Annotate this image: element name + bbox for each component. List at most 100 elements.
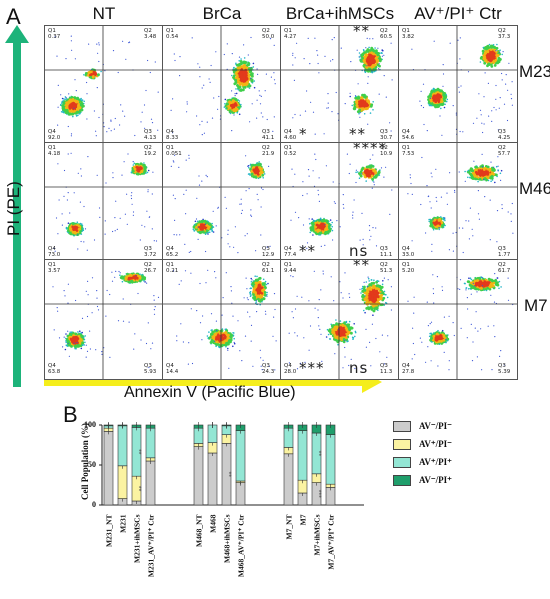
facs-event xyxy=(117,71,119,74)
facs-event xyxy=(210,64,212,67)
facs-event xyxy=(482,131,484,134)
facs-event xyxy=(435,168,437,170)
facs-event xyxy=(139,162,143,166)
facs-event xyxy=(495,98,497,100)
facs-event xyxy=(499,172,502,175)
facs-event xyxy=(365,66,369,69)
facs-event xyxy=(73,104,77,108)
column-title-nt: NT xyxy=(92,4,116,23)
facs-event xyxy=(441,224,444,227)
facs-event xyxy=(382,49,384,52)
facs-event xyxy=(502,51,504,53)
facs-event xyxy=(201,230,205,233)
facs-event xyxy=(104,220,106,222)
facs-event xyxy=(368,55,372,59)
facs-event xyxy=(483,123,485,125)
facs-event xyxy=(430,223,434,227)
facs-event xyxy=(242,60,246,64)
facs-event xyxy=(477,180,479,183)
facs-event xyxy=(188,157,190,159)
quadrant-label-q1: Q1 0.051 xyxy=(166,145,182,157)
facs-event xyxy=(317,189,319,191)
facs-event xyxy=(138,167,142,171)
quadrant-label-q4: Q4 77.4 xyxy=(284,246,297,258)
facs-event xyxy=(354,95,357,97)
facs-event xyxy=(333,201,335,203)
facs-event xyxy=(299,114,301,116)
facs-event xyxy=(197,238,199,240)
facs-event xyxy=(346,153,348,155)
facs-event xyxy=(95,130,97,132)
facs-event xyxy=(69,102,73,106)
facs-event xyxy=(429,97,431,99)
facs-event xyxy=(435,221,439,225)
facs-event xyxy=(495,173,498,177)
facs-event xyxy=(119,217,121,219)
facs-event xyxy=(69,227,72,230)
facs-event xyxy=(104,233,106,235)
facs-event xyxy=(437,219,441,222)
facs-event xyxy=(135,172,139,176)
facs-event xyxy=(449,172,451,174)
facs-event xyxy=(446,192,448,194)
facs-event xyxy=(483,61,487,65)
facs-event xyxy=(460,85,462,87)
quadrant-label-q3: Q3 41.1 xyxy=(262,129,275,141)
facs-event xyxy=(250,78,254,82)
facs-event xyxy=(383,75,385,77)
facs-event xyxy=(436,87,440,91)
facs-event xyxy=(328,229,332,233)
facs-event xyxy=(266,246,268,248)
facs-event xyxy=(76,221,79,223)
facs-event xyxy=(441,134,443,136)
facs-event xyxy=(487,63,491,66)
facs-event xyxy=(238,73,242,77)
facs-event xyxy=(211,117,214,119)
facs-event xyxy=(98,207,101,209)
facs-event xyxy=(228,109,232,113)
facs-event xyxy=(70,133,73,135)
facs-event xyxy=(377,170,381,174)
facs-event xyxy=(511,104,513,106)
facs-event xyxy=(242,88,245,92)
facs-event xyxy=(385,96,387,98)
facs-event xyxy=(481,122,483,124)
facs-event xyxy=(357,83,359,85)
facs-event xyxy=(302,181,304,183)
facs-event xyxy=(446,203,448,205)
facs-event xyxy=(97,73,100,77)
facs-event xyxy=(486,50,490,54)
facs-event xyxy=(410,182,412,185)
facs-event xyxy=(240,79,244,83)
facs-event xyxy=(79,222,82,225)
facs-event xyxy=(495,165,498,168)
facs-event xyxy=(409,174,411,176)
facs-event xyxy=(320,218,322,221)
facs-event xyxy=(206,121,208,123)
facs-event xyxy=(486,165,490,169)
facs-event xyxy=(242,80,246,83)
facs-event xyxy=(79,201,81,203)
facs-event xyxy=(197,223,201,227)
facs-event xyxy=(306,90,308,92)
facs-event xyxy=(124,115,126,117)
facs-event xyxy=(495,46,499,50)
facs-event xyxy=(96,87,98,89)
facs-event xyxy=(75,228,78,231)
facs-event xyxy=(230,101,233,104)
facs-event xyxy=(469,167,473,171)
quadrant-label-q1: Q1 4.18 xyxy=(48,145,61,157)
facs-event xyxy=(471,228,473,230)
facs-event xyxy=(432,103,435,107)
facs-event xyxy=(434,100,438,104)
facs-event xyxy=(368,46,370,49)
facs-event xyxy=(368,174,371,178)
facs-event xyxy=(86,249,88,251)
facs-event xyxy=(370,235,372,237)
facs-event xyxy=(250,215,253,217)
facs-event xyxy=(358,177,361,179)
facs-event xyxy=(73,99,77,103)
facs-event xyxy=(196,197,198,199)
facs-event xyxy=(201,134,203,136)
facs-event xyxy=(468,238,470,240)
